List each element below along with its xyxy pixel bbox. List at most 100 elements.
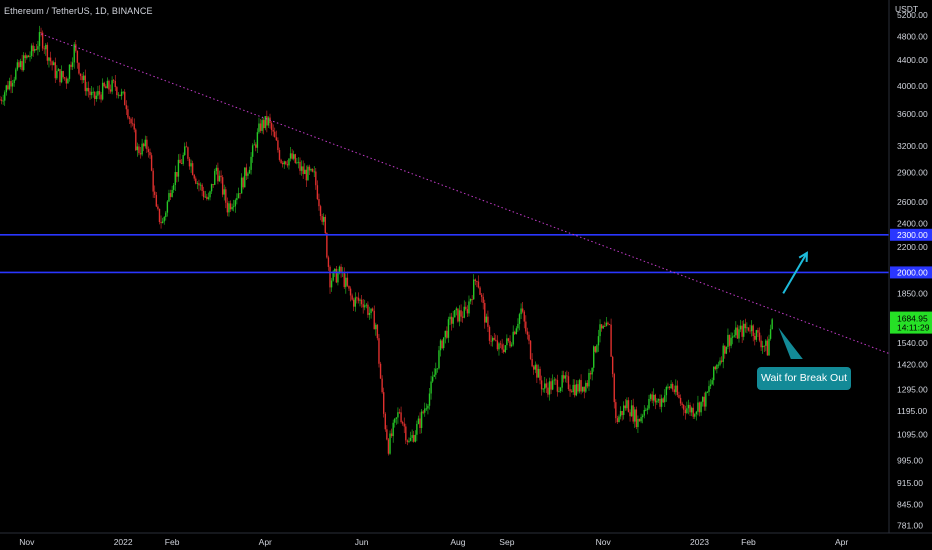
candle (223, 184, 225, 201)
currency-label: USDT (895, 4, 918, 14)
candle (411, 429, 413, 443)
candle-body (695, 411, 698, 415)
candle (499, 340, 502, 349)
level-tag-bg (890, 266, 932, 279)
candle (504, 345, 506, 354)
candle (570, 389, 573, 393)
candle (0, 95, 1, 101)
candle (675, 379, 677, 396)
candle-body (496, 340, 499, 350)
candle (711, 377, 713, 385)
candle (455, 306, 458, 316)
candle (220, 170, 222, 184)
candle (87, 81, 90, 98)
candle-body (507, 338, 510, 341)
candle-body (665, 387, 668, 396)
candle-body (324, 216, 326, 234)
price-countdown-label: 14:11:29 (897, 323, 930, 333)
candle (229, 200, 232, 212)
candle-body (146, 139, 148, 150)
candle-body (531, 358, 533, 367)
candle-body (30, 45, 33, 56)
candle (272, 124, 274, 137)
candle-body (240, 177, 243, 194)
candle-body (57, 69, 60, 71)
candle-body (398, 412, 401, 414)
candle-body (251, 145, 254, 157)
candle-body (708, 386, 710, 392)
candle (752, 324, 754, 342)
candle (686, 401, 688, 415)
candle (180, 158, 183, 165)
candle-body (289, 153, 292, 159)
candle-body (128, 117, 131, 120)
candle-body (673, 389, 675, 393)
candle (479, 286, 481, 295)
candle-body (754, 335, 756, 340)
candle-body (275, 137, 278, 141)
candle-body (82, 75, 85, 81)
candle-body (589, 372, 592, 375)
candle (709, 379, 712, 389)
price-tick-label: 995.00 (897, 455, 923, 465)
candle-body (34, 48, 36, 52)
candle (438, 346, 440, 370)
candle-body (79, 73, 82, 77)
candle-body (105, 86, 107, 89)
candle (383, 387, 385, 418)
candle-body (752, 325, 754, 336)
candle-body (370, 308, 372, 314)
candle (594, 345, 596, 354)
candle-body (660, 398, 663, 407)
candle (71, 57, 74, 70)
candle (316, 180, 319, 201)
time-axis[interactable]: Nov 2022 Feb Apr Jun Aug Sep Nov 2023 Feb Apr (19, 537, 848, 547)
candle (749, 324, 751, 334)
candle-body (460, 310, 462, 317)
candle-body (735, 327, 737, 336)
candle-body (142, 143, 145, 147)
candle-body (311, 169, 314, 172)
candle-body (144, 139, 146, 147)
candle-body (41, 32, 44, 49)
candle-body (591, 367, 593, 375)
candle-body (544, 383, 546, 389)
candle (392, 419, 394, 443)
candle-body (40, 32, 42, 33)
candle (45, 43, 47, 56)
candle (101, 78, 104, 101)
candle (555, 378, 557, 385)
candle (24, 52, 26, 64)
candle-body (389, 433, 391, 454)
candle (491, 336, 494, 347)
time-tick-label: Apr (259, 537, 272, 547)
candle (436, 368, 439, 373)
candle-body (210, 184, 213, 192)
candle-body (757, 330, 759, 333)
candle-body (768, 338, 770, 356)
candle (580, 374, 582, 395)
candle (627, 397, 630, 413)
candle-body (48, 57, 50, 61)
candle-body (558, 391, 560, 392)
candle (733, 329, 735, 338)
candle (581, 386, 584, 393)
candle (495, 334, 497, 342)
candle-body (738, 329, 740, 339)
candle-body (112, 80, 115, 82)
candle-body (616, 418, 619, 423)
candle-body (444, 330, 446, 338)
candle (332, 269, 334, 282)
candle-body (593, 346, 595, 368)
candle (466, 305, 469, 318)
candle-body (520, 308, 522, 315)
candle-body (64, 77, 66, 79)
candle (59, 69, 61, 86)
candle-body (89, 91, 91, 96)
candle (179, 153, 181, 164)
candle (539, 366, 541, 385)
candle (758, 327, 761, 343)
price-axis[interactable]: 5200.00 4800.00 4400.00 4000.00 3600.00 3200.… (897, 10, 928, 531)
candle-body (454, 310, 456, 318)
